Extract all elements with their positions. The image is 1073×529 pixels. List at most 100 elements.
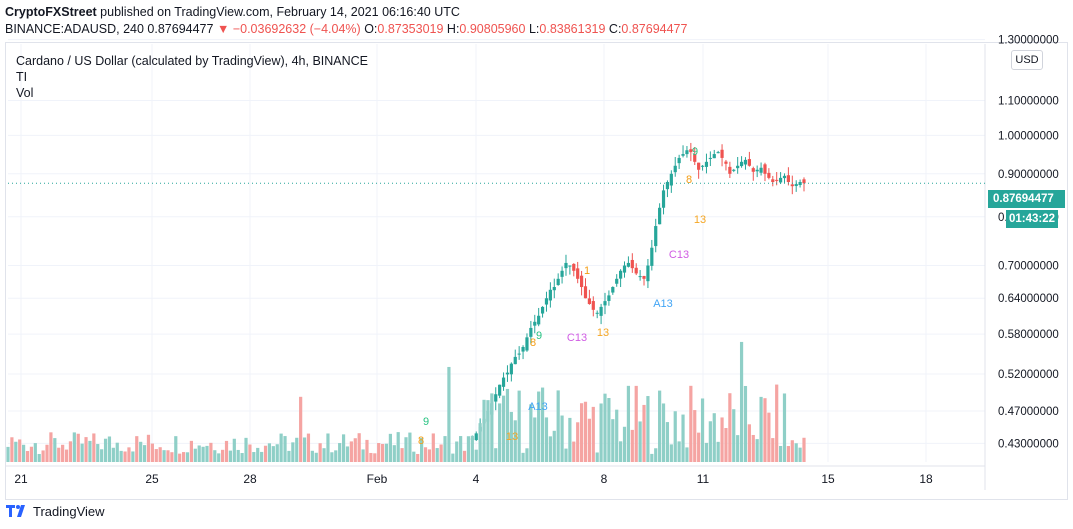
candle-body: [568, 265, 572, 267]
volume-bar: [224, 440, 229, 462]
volume-bar: [595, 452, 599, 462]
candle-body: [505, 372, 510, 375]
legend-title[interactable]: Cardano / US Dollar (calculated by Tradi…: [16, 54, 369, 68]
candle-body: [474, 433, 478, 441]
volume-bar: [708, 421, 712, 462]
candle-body: [802, 179, 806, 184]
volume-bar: [80, 443, 84, 462]
volume-bar: [658, 390, 662, 462]
volume-bar: [790, 440, 794, 462]
candle-body: [587, 298, 591, 304]
td-sequential-label: A13: [653, 298, 673, 310]
volume-bar: [162, 450, 166, 462]
volume-bar: [45, 444, 49, 462]
volume-bar: [685, 447, 689, 462]
volume-bar: [669, 444, 673, 462]
candle-body: [630, 259, 634, 269]
y-tick-label: 0.52000000: [998, 369, 1059, 381]
volume-bar: [302, 437, 307, 462]
legend-indicator[interactable]: TI: [16, 70, 28, 84]
volume-bar: [388, 433, 392, 462]
y-tick-label: 1.10000000: [998, 96, 1059, 108]
volume-bar: [630, 429, 634, 462]
volume-bar: [529, 404, 533, 462]
volume-bar: [626, 385, 631, 462]
volume-bar: [786, 446, 790, 462]
candle-body: [611, 287, 615, 293]
candle-body: [747, 159, 751, 166]
volume-bar: [404, 437, 408, 462]
x-tick-label: 25: [145, 472, 159, 486]
candle-body: [658, 207, 662, 225]
volume-bar: [505, 388, 510, 462]
publisher-name[interactable]: CryptoFXStreet: [5, 5, 97, 19]
volume-bar: [634, 385, 638, 462]
volume-bar: [501, 395, 506, 462]
volume-bar: [240, 453, 244, 462]
td-sequential-label: 9: [692, 146, 698, 158]
volume-bar: [18, 439, 22, 462]
volume-bar: [724, 428, 728, 462]
volume-bar: [396, 432, 400, 462]
candle-body: [724, 161, 728, 164]
candle-body: [556, 278, 560, 286]
volume-bar: [794, 443, 798, 462]
volume-bar: [197, 445, 201, 462]
volume-bar: [139, 441, 143, 462]
volume-bar: [513, 420, 517, 462]
td-sequential-label: 8: [686, 174, 692, 186]
volume-bar: [96, 444, 100, 462]
td-sequential-label: C13: [669, 249, 689, 261]
legend-volume[interactable]: Vol: [16, 86, 34, 100]
candle-body: [771, 179, 775, 183]
candle-body: [782, 175, 787, 179]
volume-bar: [778, 445, 783, 462]
volume-bar: [142, 445, 147, 462]
volume-bar: [283, 436, 287, 462]
volume-bar: [154, 449, 158, 462]
td-sequential-label: 9: [536, 330, 542, 342]
volume-bar: [236, 449, 240, 462]
volume-bar: [29, 446, 34, 462]
x-tick-label: 15: [821, 472, 835, 486]
volume-bar: [221, 449, 225, 462]
volume-bar: [100, 449, 104, 462]
candle-body: [685, 150, 689, 155]
volume-bar: [802, 437, 806, 462]
volume-bar: [361, 449, 365, 462]
high-value: 0.90805960: [459, 22, 526, 36]
volume-bar: [349, 441, 353, 462]
volume-bar: [341, 434, 346, 462]
volume-bar: [673, 411, 677, 462]
candle-body: [693, 154, 697, 162]
footer-brand[interactable]: TradingView: [5, 503, 105, 519]
volume-bar: [650, 453, 654, 462]
candle-body: [498, 384, 502, 396]
candle-body: [673, 165, 677, 173]
volume-bar: [599, 403, 603, 462]
volume-bar: [64, 449, 69, 462]
volume-bar: [482, 399, 486, 462]
x-tick-label: Feb: [367, 472, 388, 486]
candle-body: [583, 286, 588, 299]
volume-bar: [525, 448, 529, 462]
td-sequential-label: 1: [584, 265, 590, 277]
volume-bar: [775, 384, 779, 462]
volume-bar: [345, 446, 350, 462]
currency-button[interactable]: USD: [1011, 50, 1043, 70]
candle-body: [712, 154, 716, 159]
volume-bar: [263, 445, 268, 462]
volume-bar: [369, 452, 373, 462]
volume-bar: [693, 410, 697, 462]
candle-body: [775, 179, 779, 181]
volume-bar: [213, 450, 217, 462]
candle-body: [619, 270, 623, 279]
candle-body: [677, 157, 681, 164]
candle-body: [739, 161, 744, 167]
volume-bar: [677, 441, 681, 462]
volume-bar: [732, 409, 736, 462]
volume-bar: [287, 450, 291, 462]
volume-bar: [107, 436, 112, 462]
volume-bar: [782, 393, 787, 462]
